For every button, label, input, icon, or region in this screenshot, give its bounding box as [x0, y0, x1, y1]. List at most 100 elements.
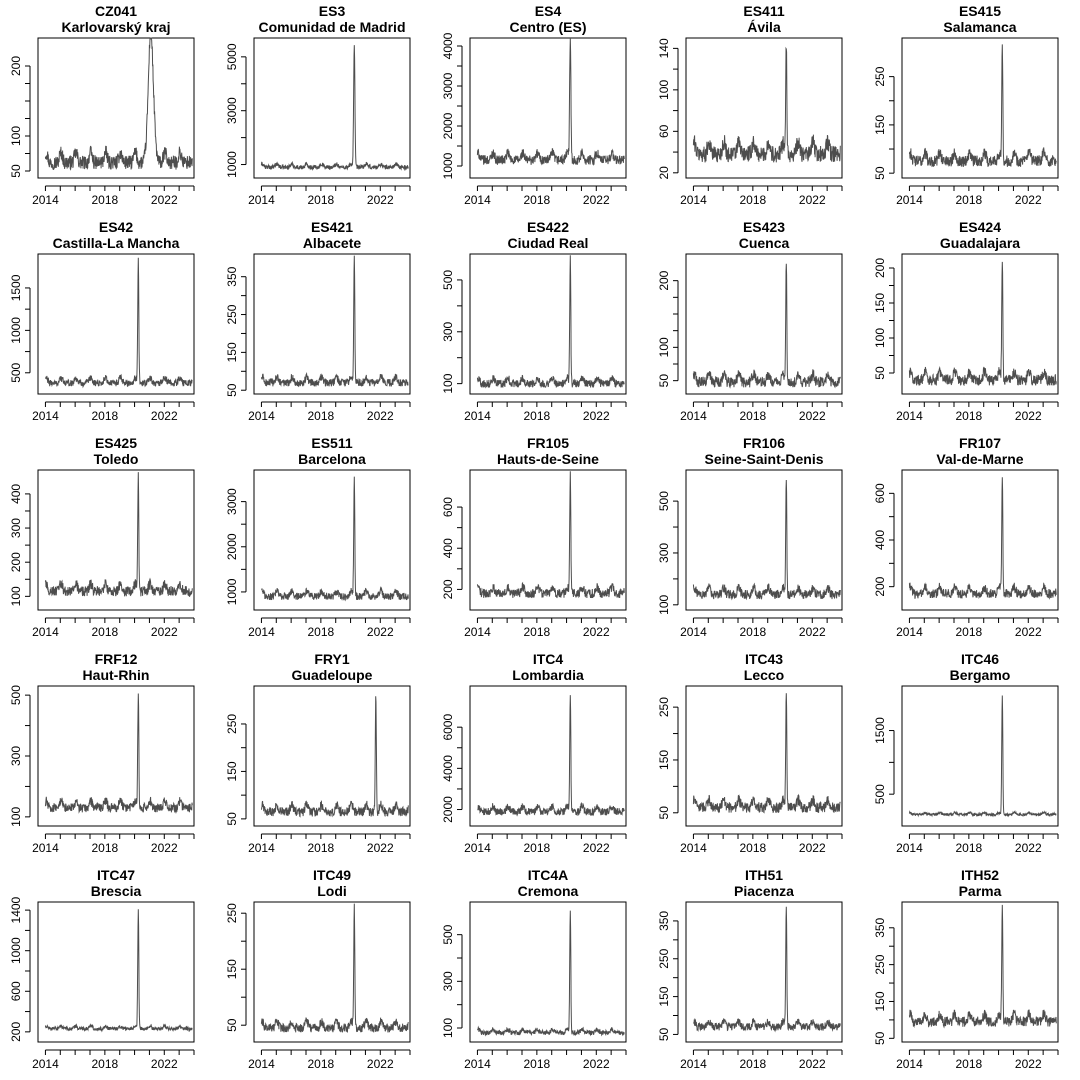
y-tick-label: 50	[873, 1031, 887, 1045]
y-tick-label: 500	[657, 491, 671, 511]
panel-subtitle: Parma	[959, 883, 1002, 899]
panel-subtitle: Brescia	[91, 883, 142, 899]
y-tick-label: 100	[441, 373, 455, 393]
x-tick-label: 2018	[956, 625, 983, 639]
plot-frame	[469, 901, 627, 1043]
x-tick-label: 2018	[524, 193, 551, 207]
x-tick-label: 2018	[956, 409, 983, 423]
series-line	[908, 695, 1057, 818]
y-tick-label: 150	[873, 293, 887, 313]
x-tick-label: 2018	[92, 841, 119, 855]
y-tick-label: 300	[9, 746, 23, 766]
x-tick-label: 2018	[956, 841, 983, 855]
y-tick-label: 300	[9, 518, 23, 538]
x-tick-label: 2022	[151, 409, 178, 423]
y-tick-label: 2000	[441, 112, 455, 139]
x-tick-label: 2022	[151, 841, 178, 855]
x-tick-label: 2014	[464, 841, 491, 855]
panel-subtitle: Barcelona	[298, 451, 366, 467]
y-tick-label: 2000	[225, 533, 239, 560]
y-tick-label: 400	[9, 484, 23, 504]
x-tick-label: 2014	[32, 841, 59, 855]
panel-title: ITC46	[961, 651, 999, 667]
plot-frame	[901, 901, 1059, 1043]
x-tick-label: 2022	[1015, 193, 1042, 207]
y-tick-label: 5000	[225, 43, 239, 70]
y-tick-label: 350	[657, 911, 671, 931]
x-tick-label: 2014	[896, 841, 923, 855]
panel-subtitle: Lodi	[317, 883, 347, 899]
x-tick-label: 2022	[367, 841, 394, 855]
y-tick-label: 200	[9, 1022, 23, 1042]
y-tick-label: 50	[225, 1018, 239, 1032]
x-tick-label: 2022	[151, 193, 178, 207]
series-line	[476, 37, 625, 166]
panel-title: ITC4A	[528, 867, 568, 883]
x-tick-label: 2018	[308, 409, 335, 423]
plot-frame	[253, 901, 411, 1043]
x-tick-label: 2014	[680, 409, 707, 423]
y-tick-label: 400	[873, 530, 887, 550]
y-tick-label: 500	[873, 784, 887, 804]
plot-frame	[253, 469, 411, 611]
y-tick-label: 350	[873, 917, 887, 937]
panel-title: ES421	[311, 219, 353, 235]
plot-frame	[901, 37, 1059, 179]
y-tick-label: 1000	[225, 578, 239, 605]
x-tick-label: 2022	[583, 1057, 610, 1071]
y-tick-label: 50	[225, 383, 239, 397]
x-tick-label: 2014	[680, 1057, 707, 1071]
x-tick-label: 2014	[464, 625, 491, 639]
panel-subtitle: Ciudad Real	[508, 235, 589, 251]
panel-subtitle: Salamanca	[943, 19, 1016, 35]
y-tick-label: 500	[441, 924, 455, 944]
panel-title: FRY1	[314, 651, 349, 667]
panel-title: FR106	[743, 435, 785, 451]
panel-subtitle: Ávila	[747, 19, 781, 35]
y-tick-label: 50	[657, 806, 671, 820]
y-tick-label: 250	[225, 903, 239, 923]
series-line	[908, 261, 1057, 387]
panel-title: ITC4	[533, 651, 564, 667]
y-tick-label: 1500	[9, 274, 23, 301]
panel-subtitle: Albacete	[303, 235, 362, 251]
panel-title: ES424	[959, 219, 1001, 235]
plot-frame	[37, 253, 195, 395]
plot-frame	[685, 901, 843, 1043]
plot-frame	[469, 37, 627, 179]
y-tick-label: 150	[225, 959, 239, 979]
y-tick-label: 100	[657, 80, 671, 100]
panel-subtitle: Karlovarský kraj	[62, 19, 171, 35]
y-tick-label: 1000	[9, 937, 23, 964]
series-line	[908, 44, 1057, 168]
x-tick-label: 2022	[583, 625, 610, 639]
series-line	[45, 257, 193, 389]
plot-frame	[37, 469, 195, 611]
y-tick-label: 250	[657, 948, 671, 968]
x-tick-label: 2014	[32, 193, 59, 207]
x-tick-label: 2018	[308, 625, 335, 639]
y-tick-label: 4000	[441, 32, 455, 59]
panel-subtitle: Hauts-de-Seine	[497, 451, 599, 467]
x-tick-label: 2018	[92, 193, 119, 207]
x-tick-label: 2018	[92, 625, 119, 639]
series-line	[908, 904, 1057, 1029]
y-tick-label: 3000	[225, 97, 239, 124]
panel-title: ES511	[311, 435, 352, 451]
panel-title: ITC43	[745, 651, 783, 667]
x-tick-label: 2022	[583, 193, 610, 207]
series-line	[692, 263, 841, 389]
x-tick-label: 2018	[740, 841, 767, 855]
panel-title: ES423	[743, 219, 785, 235]
y-tick-label: 50	[657, 1027, 671, 1041]
x-tick-label: 2014	[248, 409, 275, 423]
